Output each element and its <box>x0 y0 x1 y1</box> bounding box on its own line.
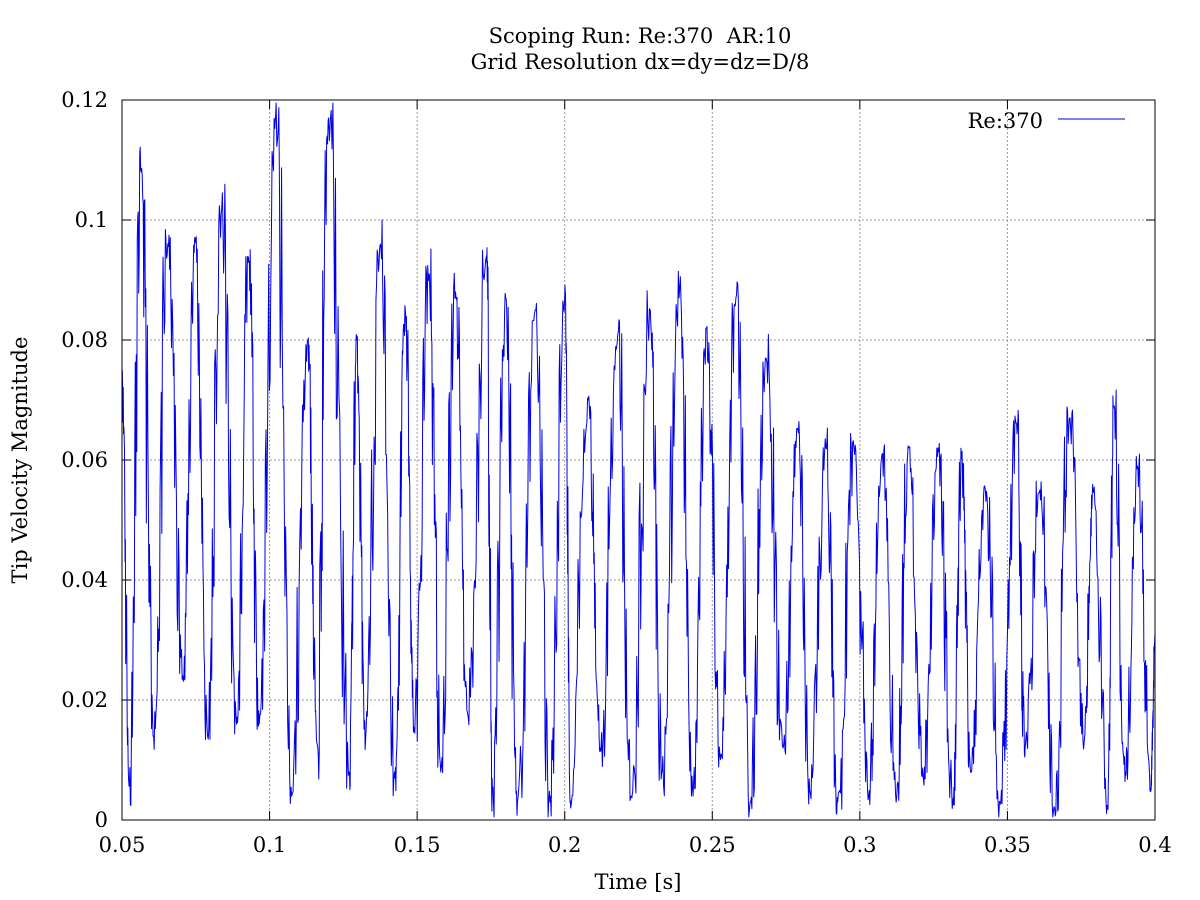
x-tick-label: 0.15 <box>394 833 441 857</box>
x-tick-label: 0.05 <box>99 833 146 857</box>
y-axis-label: Tip Velocity Magnitude <box>8 336 32 584</box>
chart-subtitle: Grid Resolution dx=dy=dz=D/8 <box>470 50 810 74</box>
y-tick-label: 0.04 <box>61 568 108 592</box>
y-tick-label: 0.02 <box>61 688 108 712</box>
y-tick-label: 0.08 <box>61 328 108 352</box>
x-tick-label: 0.25 <box>689 833 736 857</box>
x-tick-label: 0.4 <box>1138 833 1171 857</box>
series-layer <box>121 102 1156 818</box>
y-tick-label: 0.06 <box>61 448 108 472</box>
legend-label: Re:370 <box>968 109 1043 133</box>
x-axis-label: Time [s] <box>594 870 682 894</box>
y-tick-label: 0.12 <box>61 88 108 112</box>
chart-title: Scoping Run: Re:370 AR:10 <box>488 24 792 48</box>
x-tick-label: 0.3 <box>843 833 876 857</box>
x-tick-label: 0.35 <box>984 833 1031 857</box>
x-tick-label: 0.2 <box>548 833 581 857</box>
y-tick-label: 0.1 <box>75 208 108 232</box>
legend: Re:370 <box>968 109 1125 133</box>
ticks: 0.05 0.1 0.15 0.2 0.25 0.3 0.35 0.4 0 0.02 0.04 0.0… <box>61 88 1171 857</box>
series-line-re370 <box>121 102 1156 818</box>
plot-frame <box>121 99 1156 821</box>
x-tick-label: 0.1 <box>253 833 286 857</box>
y-tick-label: 0 <box>95 808 108 832</box>
